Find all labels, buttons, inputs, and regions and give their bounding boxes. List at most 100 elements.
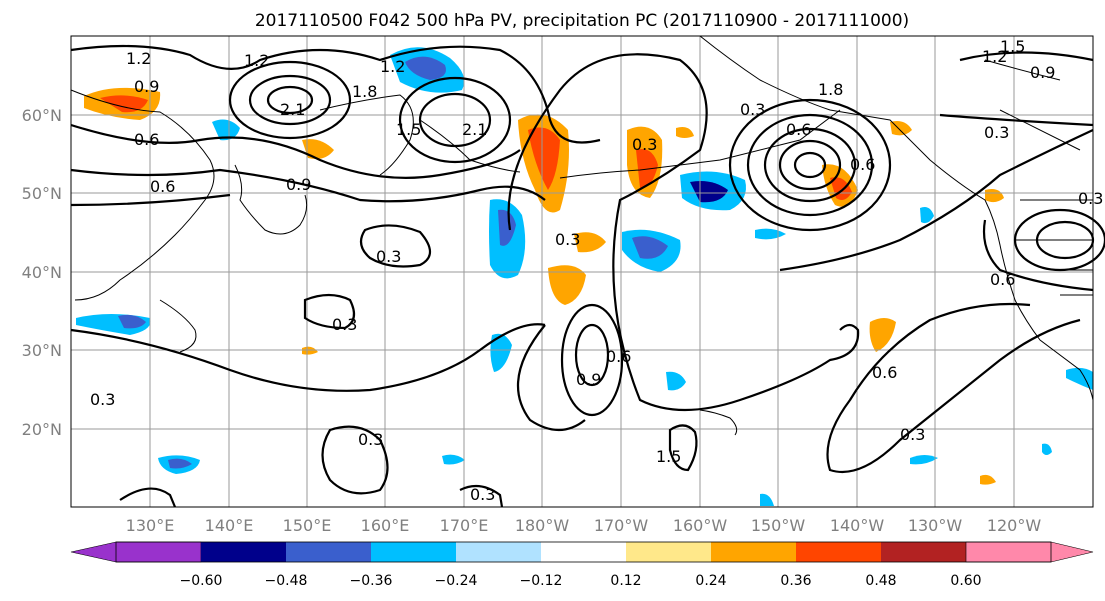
contour-label: 1.2	[380, 57, 405, 76]
precip-blob	[666, 371, 686, 391]
contour-label: 0.6	[606, 347, 631, 366]
precip-blob	[442, 454, 465, 465]
colorbar-cell	[456, 542, 541, 562]
precip-blob	[490, 333, 512, 372]
contour-label: 2.1	[462, 120, 487, 139]
precip-blob	[632, 236, 668, 259]
lon-tick: 160°E	[361, 516, 410, 535]
lon-tick: 150°W	[751, 516, 806, 535]
pv-contours	[70, 44, 1105, 508]
lon-tick: 140°W	[830, 516, 885, 535]
contour-label: 0.3	[90, 390, 115, 409]
colorbar-tick: 0.12	[610, 573, 641, 589]
contour-label: 0.3	[470, 485, 495, 504]
precip-blob	[869, 318, 896, 352]
colorbar-cell	[286, 542, 371, 562]
contour-label: 0.6	[872, 363, 897, 382]
precip-blob	[920, 207, 934, 224]
precip-blob	[1066, 367, 1093, 390]
contour-label: 0.9	[286, 175, 311, 194]
map-frame	[70, 35, 1094, 508]
longitude-ticks: 130°E 140°E 150°E 160°E 170°E 180°W 170°…	[126, 516, 1042, 535]
contour-label: 0.6	[150, 177, 175, 196]
precip-blob	[1042, 443, 1052, 455]
lat-tick: 60°N	[22, 106, 62, 125]
contour-label: 1.2	[126, 49, 151, 68]
precip-blob	[118, 314, 146, 329]
colorbar-tick: −0.12	[520, 573, 563, 589]
contour-label: 1.2	[244, 51, 269, 70]
colorbar-tick: 0.36	[780, 573, 811, 589]
contour-label: 0.3	[376, 247, 401, 266]
contour-label: 0.3	[900, 425, 925, 444]
map-title: 2017110500 F042 500 hPa PV, precipitatio…	[255, 11, 909, 31]
lon-tick: 170°W	[594, 516, 649, 535]
contour-label: 0.3	[740, 100, 765, 119]
colorbar-tick: −0.36	[350, 573, 393, 589]
colorbar-cell	[965, 541, 1094, 563]
contour-label: 0.9	[134, 77, 159, 96]
precip-blob	[636, 149, 658, 189]
precip-blob	[168, 458, 192, 469]
lon-tick: 130°W	[908, 516, 963, 535]
lon-tick: 130°E	[126, 516, 175, 535]
contour-label: 1.5	[396, 120, 421, 139]
lon-tick: 150°E	[283, 516, 332, 535]
precip-blob	[980, 474, 996, 485]
contour-label: 0.6	[850, 155, 875, 174]
colorbar-cell	[626, 542, 711, 562]
colorbar-outline	[115, 541, 1052, 563]
contour-label: 0.6	[134, 130, 159, 149]
contour-label: 0.3	[332, 315, 357, 334]
precip-blob	[910, 455, 938, 465]
contour-label-group: 1.2 0.9 0.6 2.1 1.8 1.5 1.2 2.1 0.9 0.6 …	[90, 37, 1103, 504]
precip-blob	[302, 139, 334, 159]
precip-blob	[212, 119, 240, 141]
contour-label: 0.9	[1030, 63, 1055, 82]
contour-label: 1.8	[818, 80, 843, 99]
colorbar-cell	[70, 541, 202, 563]
precip-blob	[548, 265, 586, 305]
lon-tick: 140°E	[205, 516, 254, 535]
precip-blob	[302, 346, 318, 355]
precip-shading	[76, 47, 1093, 506]
contour-label: 0.3	[1078, 189, 1103, 208]
precip-blob	[890, 121, 912, 136]
contour-label: 1.5	[656, 447, 681, 466]
contour-label: 0.3	[358, 430, 383, 449]
colorbar-cell	[541, 542, 626, 562]
colorbar-cell	[371, 542, 456, 562]
precip-blob	[405, 56, 446, 80]
precip-blob	[100, 95, 148, 113]
latitude-ticks: 60°N 50°N 40°N 30°N 20°N	[22, 106, 62, 439]
lon-tick: 180°W	[515, 516, 570, 535]
precip-blob	[574, 232, 606, 253]
colorbar-tick: −0.48	[265, 573, 308, 589]
contour-label: 0.9	[576, 370, 601, 389]
precip-blob	[760, 493, 774, 506]
colorbar-tick: 0.24	[695, 573, 726, 589]
lon-tick: 170°E	[440, 516, 489, 535]
colorbar-cell	[796, 542, 881, 562]
colorbar-cell	[201, 542, 286, 562]
contour-label: 0.3	[555, 230, 580, 249]
contour-label: 0.6	[990, 270, 1015, 289]
lat-tick: 50°N	[22, 184, 62, 203]
contour-label: 0.3	[632, 135, 657, 154]
precip-blob	[528, 127, 560, 190]
colorbar-tick: 0.48	[865, 573, 896, 589]
colorbar: −0.60 −0.48 −0.36 −0.24 −0.12 0.12 0.24 …	[70, 541, 1094, 589]
colorbar-cell	[881, 542, 966, 562]
contour-label: 0.6	[786, 120, 811, 139]
colorbar-cell	[711, 542, 796, 562]
lat-tick: 20°N	[22, 420, 62, 439]
contour-label: 1.2	[982, 47, 1007, 66]
precip-blob	[985, 189, 1004, 203]
colorbar-tick: 0.60	[950, 573, 981, 589]
lat-tick: 40°N	[22, 263, 62, 282]
precip-blob	[676, 127, 694, 138]
colorbar-tick: −0.60	[180, 573, 223, 589]
colorbar-tick: −0.24	[435, 573, 478, 589]
lon-tick: 160°W	[673, 516, 728, 535]
